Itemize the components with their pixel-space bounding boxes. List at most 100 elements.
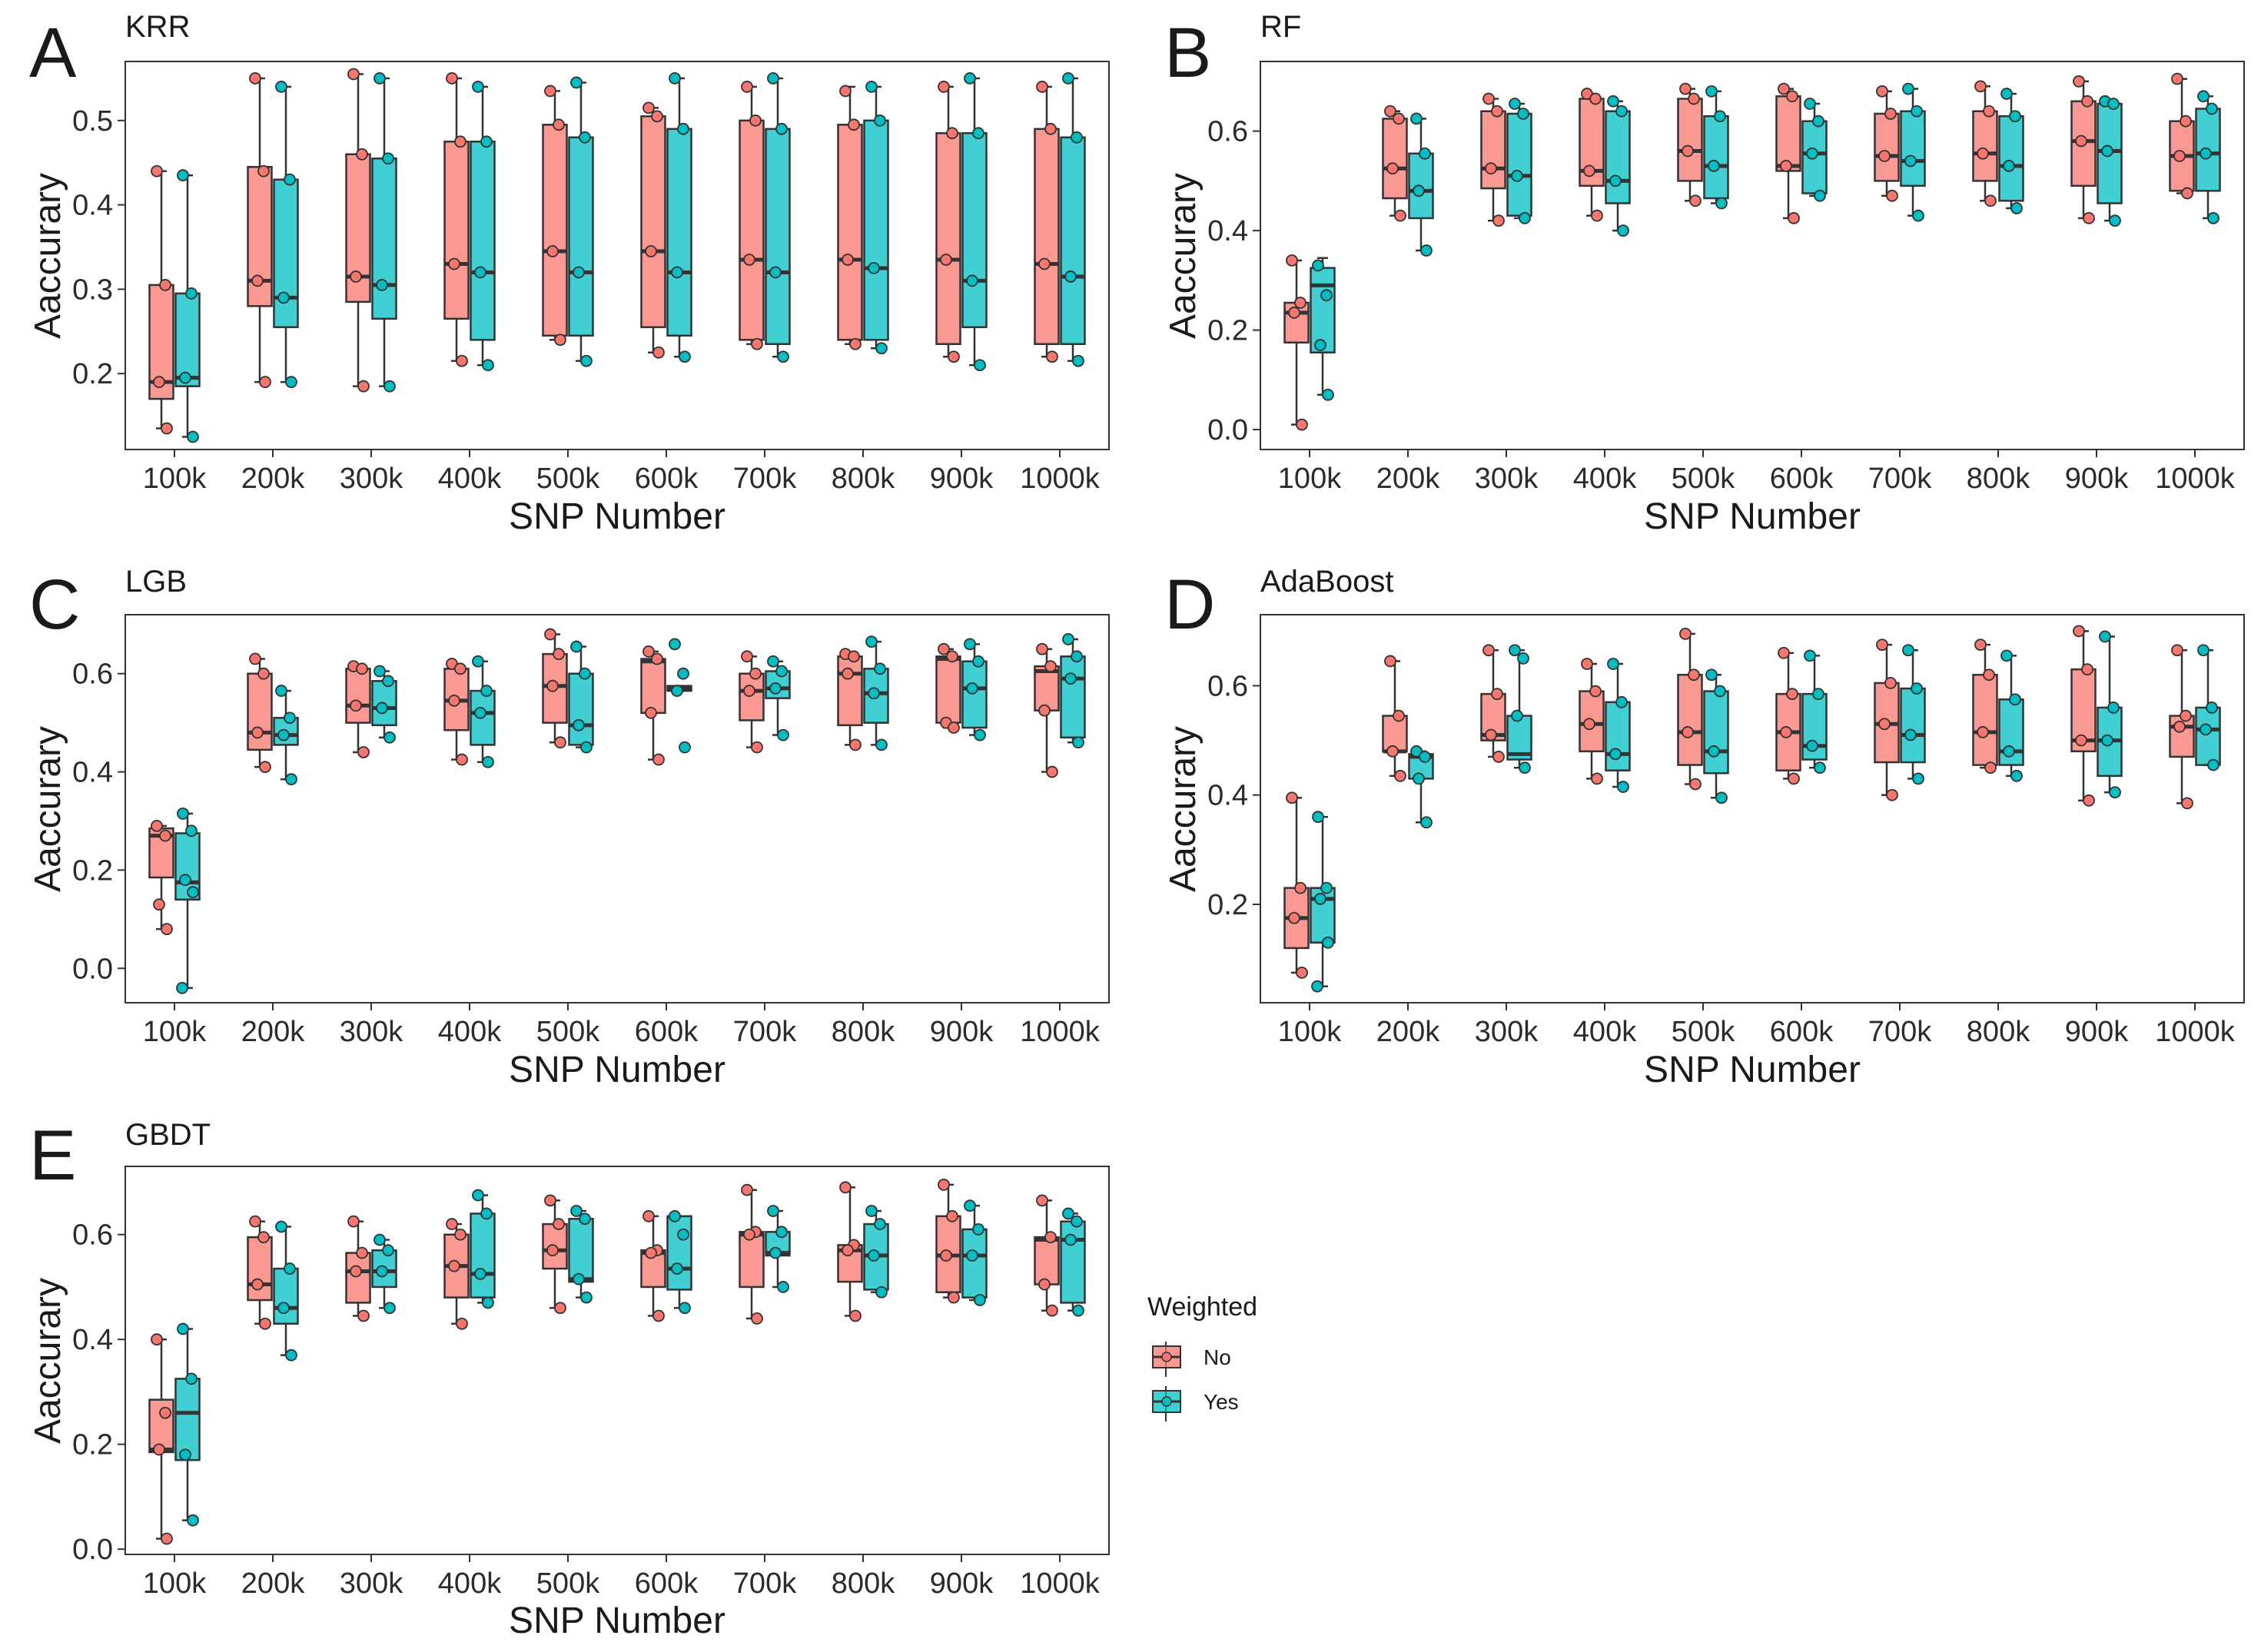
data-point	[1288, 307, 1300, 319]
x-tick-label: 500k	[536, 1567, 600, 1600]
data-point	[964, 72, 976, 85]
data-point	[2075, 134, 2087, 148]
data-point	[2200, 723, 2212, 736]
data-point	[1491, 688, 1503, 701]
y-tick-label: 0.2	[1207, 315, 1248, 347]
data-point	[1322, 388, 1334, 401]
data-point	[472, 655, 484, 668]
x-tick-label: 1000k	[1020, 1016, 1101, 1048]
box	[568, 672, 594, 746]
data-point	[972, 127, 984, 140]
data-point	[948, 350, 960, 363]
data-point	[1064, 270, 1077, 283]
data-point	[1393, 709, 1405, 722]
data-point	[938, 642, 950, 655]
data-point	[1591, 209, 1603, 222]
data-point	[1519, 212, 1531, 224]
y-axis-title: Aaccurary	[28, 726, 68, 892]
data-point	[2081, 663, 2093, 676]
data-point	[848, 650, 860, 663]
x-tick-label: 600k	[1770, 463, 1834, 495]
data-point	[1485, 728, 1497, 741]
panel-letter: D	[1164, 566, 1215, 644]
data-point	[946, 1209, 958, 1222]
data-point	[767, 72, 779, 85]
data-point	[652, 753, 665, 766]
data-point	[2010, 202, 2023, 214]
data-point	[357, 380, 370, 393]
data-point	[259, 761, 271, 774]
data-point	[1420, 244, 1433, 257]
data-point	[376, 1265, 388, 1278]
data-point	[2003, 160, 2015, 172]
data-point	[456, 354, 468, 367]
data-point	[1581, 658, 1593, 670]
data-point	[652, 346, 665, 359]
data-point	[2180, 114, 2192, 128]
box	[371, 158, 397, 320]
data-point	[185, 824, 198, 838]
box	[345, 668, 371, 724]
data-point	[579, 667, 591, 680]
y-tick-label: 0.4	[72, 757, 113, 789]
box	[837, 124, 863, 341]
data-point	[579, 1212, 591, 1226]
data-point	[1591, 772, 1603, 785]
data-point	[374, 1233, 386, 1246]
data-point	[153, 898, 165, 911]
data-point	[1878, 150, 1891, 162]
data-point	[1491, 104, 1503, 118]
data-point	[1394, 209, 1406, 222]
data-point	[940, 1249, 952, 1262]
data-point	[2009, 693, 2021, 706]
data-point	[645, 1246, 657, 1259]
data-point	[940, 254, 952, 266]
data-point	[1511, 170, 1523, 182]
data-point	[1062, 72, 1074, 85]
x-tick-label: 300k	[340, 1016, 403, 1048]
box	[739, 672, 765, 722]
data-point	[1294, 297, 1306, 309]
data-point	[1485, 162, 1497, 175]
data-point	[1609, 748, 1622, 761]
data-point	[1071, 1215, 1083, 1228]
data-point	[669, 72, 681, 85]
y-tick-label: 0.4	[1207, 780, 1248, 812]
panel-letter: B	[1164, 14, 1211, 92]
box	[1972, 673, 1998, 766]
data-point	[749, 667, 762, 680]
data-point	[277, 1302, 290, 1315]
data-point	[356, 148, 368, 161]
data-point	[275, 1220, 287, 1233]
data-point	[1806, 739, 1818, 752]
data-point	[767, 1205, 779, 1217]
data-point	[482, 755, 494, 768]
data-point	[1902, 82, 1914, 95]
data-point	[2109, 214, 2121, 227]
box	[247, 1236, 273, 1302]
series-no	[148, 1178, 1060, 1545]
data-point	[1286, 254, 1298, 267]
data-point	[966, 682, 978, 695]
data-point	[454, 135, 466, 148]
data-point	[645, 245, 657, 257]
data-point	[1583, 164, 1595, 177]
data-point	[357, 1309, 370, 1322]
data-point	[642, 1209, 655, 1222]
data-point	[1682, 144, 1694, 158]
data-point	[1607, 658, 1619, 670]
box	[1579, 690, 1605, 753]
data-point	[1509, 644, 1521, 657]
data-point	[2173, 720, 2186, 733]
data-point	[1607, 95, 1619, 108]
box	[935, 132, 961, 346]
x-tick-label: 800k	[832, 463, 895, 495]
data-point	[1036, 81, 1048, 93]
x-tick-label: 900k	[2065, 463, 2129, 495]
data-point	[2000, 88, 2013, 100]
data-point	[454, 1228, 466, 1241]
x-axis-title: SNP Number	[509, 1050, 725, 1090]
data-point	[1419, 147, 1431, 160]
data-point	[775, 1226, 788, 1239]
